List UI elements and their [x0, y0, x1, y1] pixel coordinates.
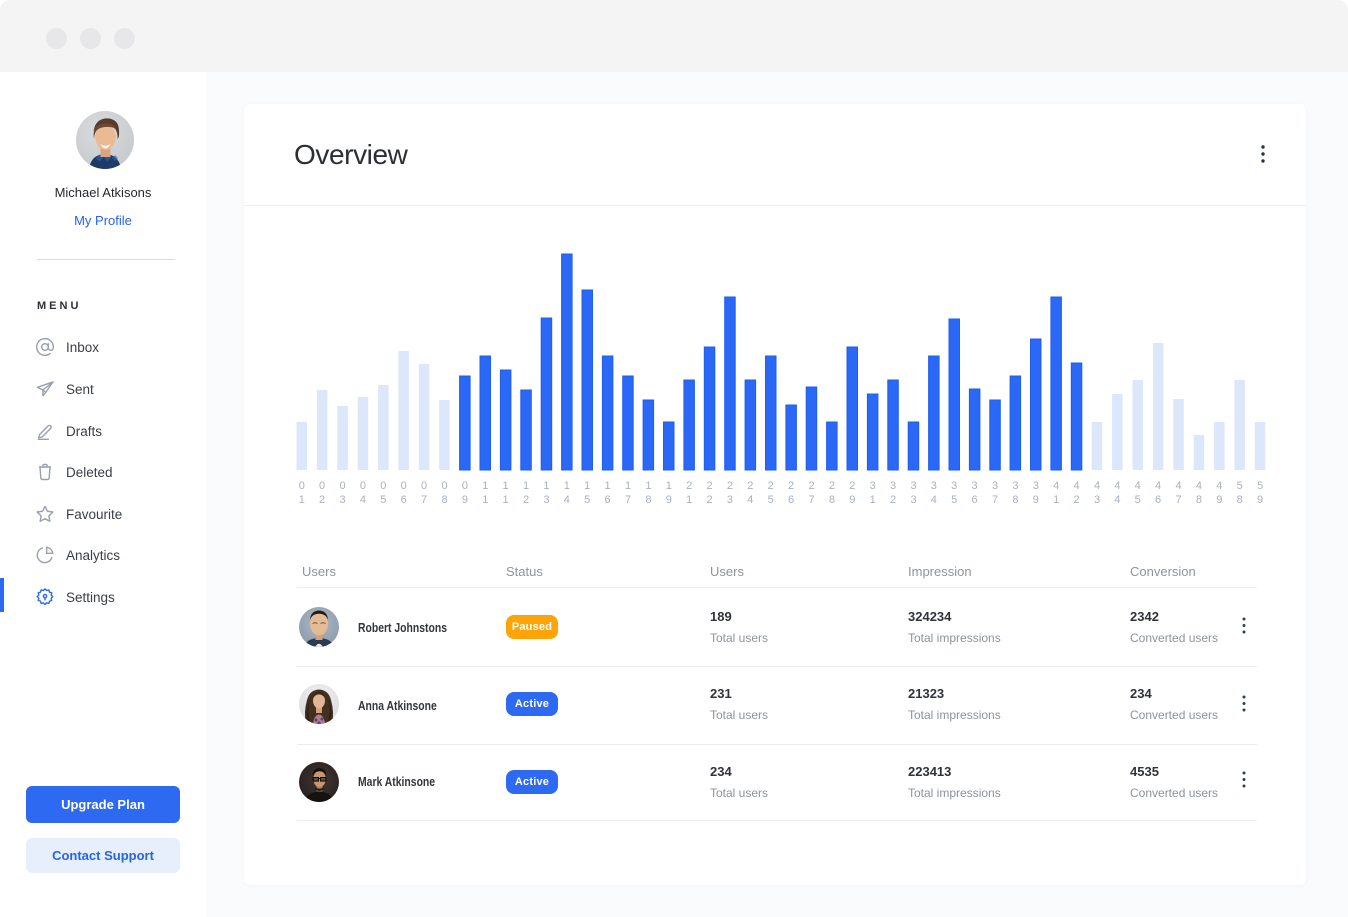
svg-text:0: 0: [319, 480, 325, 492]
svg-text:6: 6: [401, 494, 407, 506]
svg-text:4: 4: [1114, 480, 1120, 492]
svg-text:2: 2: [686, 480, 692, 492]
svg-text:3: 3: [727, 494, 733, 506]
svg-text:8: 8: [1237, 494, 1243, 506]
svg-text:2: 2: [523, 494, 529, 506]
svg-text:1: 1: [645, 480, 651, 492]
svg-text:5: 5: [584, 494, 590, 506]
svg-text:2: 2: [788, 480, 794, 492]
svg-text:8: 8: [829, 494, 835, 506]
svg-text:4: 4: [1216, 480, 1222, 492]
svg-text:3: 3: [992, 480, 998, 492]
svg-text:1: 1: [1053, 494, 1059, 506]
svg-text:1: 1: [564, 480, 570, 492]
svg-text:3: 3: [910, 494, 916, 506]
svg-text:4: 4: [564, 494, 570, 506]
svg-text:2: 2: [319, 494, 325, 506]
svg-text:3: 3: [890, 480, 896, 492]
svg-text:5: 5: [951, 494, 957, 506]
svg-text:0: 0: [299, 480, 305, 492]
svg-text:1: 1: [625, 480, 631, 492]
svg-text:0: 0: [421, 480, 427, 492]
svg-text:7: 7: [808, 494, 814, 506]
svg-text:3: 3: [951, 480, 957, 492]
svg-text:2: 2: [768, 480, 774, 492]
svg-text:4: 4: [747, 494, 753, 506]
svg-text:3: 3: [543, 494, 549, 506]
svg-text:5: 5: [1135, 494, 1141, 506]
svg-text:1: 1: [482, 480, 488, 492]
svg-text:8: 8: [645, 494, 651, 506]
svg-text:9: 9: [666, 494, 672, 506]
svg-text:1: 1: [482, 494, 488, 506]
svg-text:2: 2: [747, 480, 753, 492]
svg-text:0: 0: [339, 480, 345, 492]
svg-text:5: 5: [380, 494, 386, 506]
svg-text:1: 1: [870, 494, 876, 506]
svg-text:1: 1: [503, 494, 509, 506]
svg-text:3: 3: [1094, 494, 1100, 506]
svg-text:7: 7: [625, 494, 631, 506]
svg-text:3: 3: [1012, 480, 1018, 492]
svg-text:0: 0: [380, 480, 386, 492]
svg-text:1: 1: [523, 480, 529, 492]
svg-text:9: 9: [1257, 494, 1263, 506]
svg-text:9: 9: [462, 494, 468, 506]
svg-text:4: 4: [1094, 480, 1100, 492]
svg-text:1: 1: [584, 480, 590, 492]
svg-text:2: 2: [849, 480, 855, 492]
svg-text:1: 1: [503, 480, 509, 492]
svg-text:4: 4: [1053, 480, 1059, 492]
svg-text:2: 2: [829, 480, 835, 492]
svg-text:3: 3: [931, 480, 937, 492]
svg-text:1: 1: [666, 480, 672, 492]
svg-text:1: 1: [299, 494, 305, 506]
svg-text:9: 9: [1033, 494, 1039, 506]
svg-text:5: 5: [1237, 480, 1243, 492]
svg-text:4: 4: [360, 494, 366, 506]
svg-text:2: 2: [707, 494, 713, 506]
svg-text:3: 3: [870, 480, 876, 492]
svg-text:7: 7: [1175, 494, 1181, 506]
svg-text:2: 2: [890, 494, 896, 506]
svg-text:8: 8: [1196, 494, 1202, 506]
svg-text:9: 9: [849, 494, 855, 506]
svg-text:5: 5: [1257, 480, 1263, 492]
svg-text:1: 1: [605, 480, 611, 492]
svg-text:2: 2: [1074, 494, 1080, 506]
svg-text:4: 4: [1074, 480, 1080, 492]
svg-text:1: 1: [686, 494, 692, 506]
svg-text:3: 3: [972, 480, 978, 492]
svg-text:3: 3: [910, 480, 916, 492]
svg-text:2: 2: [727, 480, 733, 492]
svg-text:8: 8: [1012, 494, 1018, 506]
svg-text:3: 3: [339, 494, 345, 506]
svg-text:0: 0: [360, 480, 366, 492]
svg-text:3: 3: [1033, 480, 1039, 492]
svg-text:8: 8: [441, 494, 447, 506]
svg-text:4: 4: [1114, 494, 1120, 506]
svg-text:5: 5: [768, 494, 774, 506]
svg-text:9: 9: [1216, 494, 1222, 506]
svg-text:0: 0: [401, 480, 407, 492]
svg-text:7: 7: [421, 494, 427, 506]
svg-text:6: 6: [788, 494, 794, 506]
svg-text:0: 0: [441, 480, 447, 492]
svg-text:7: 7: [992, 494, 998, 506]
svg-text:6: 6: [972, 494, 978, 506]
svg-text:1: 1: [543, 480, 549, 492]
svg-text:4: 4: [1196, 480, 1202, 492]
svg-text:2: 2: [707, 480, 713, 492]
svg-text:6: 6: [605, 494, 611, 506]
svg-text:4: 4: [1135, 480, 1141, 492]
svg-text:4: 4: [1155, 480, 1161, 492]
svg-text:0: 0: [462, 480, 468, 492]
svg-text:4: 4: [1175, 480, 1181, 492]
svg-text:4: 4: [931, 494, 937, 506]
svg-text:2: 2: [808, 480, 814, 492]
svg-text:6: 6: [1155, 494, 1161, 506]
